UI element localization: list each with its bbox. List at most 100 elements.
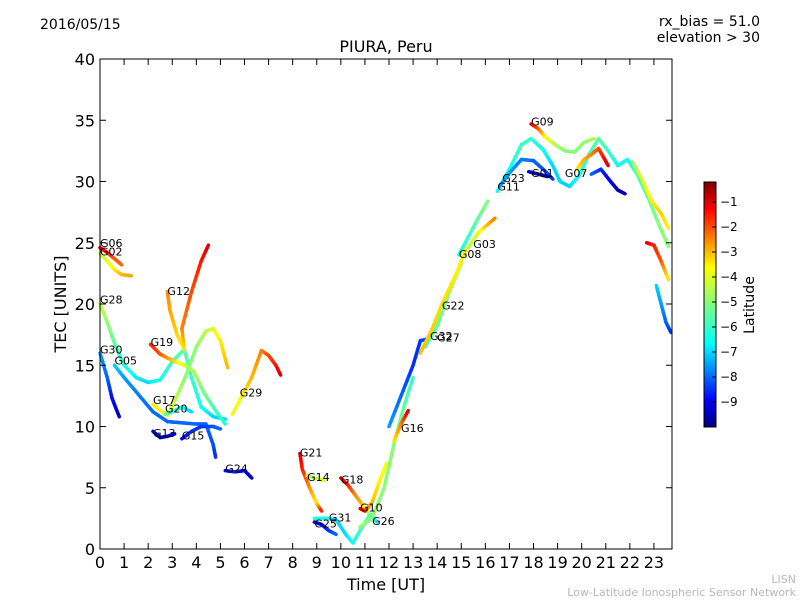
sat-label-g09: G09 [531, 116, 554, 129]
colorbar-tick-label: −9 [720, 395, 738, 409]
y-tick-label: 30 [75, 173, 95, 192]
x-tick-label: 22 [620, 553, 640, 572]
series-G20 [163, 405, 194, 416]
series-G16 [392, 408, 411, 443]
series-segment [549, 175, 555, 181]
sat-label-g20: G20 [165, 402, 188, 415]
series-segment [492, 216, 497, 222]
series-G17 [151, 326, 230, 418]
series-G12 [165, 243, 211, 352]
chart-title: PIURA, Peru [339, 37, 432, 56]
rx-bias-label: rx_bias = 51.0 [658, 14, 760, 30]
series-segment [484, 199, 490, 206]
x-tick-label: 10 [331, 553, 351, 572]
x-tick-label: 17 [499, 553, 519, 572]
x-tick-label: 14 [427, 553, 447, 572]
y-tick-label: 25 [75, 234, 95, 253]
x-tick-label: 13 [403, 553, 423, 572]
y-tick-label: 0 [85, 540, 95, 559]
x-tick-label: 1 [119, 553, 129, 572]
y-tick-label: 5 [85, 479, 95, 498]
x-tick-label: 8 [288, 553, 298, 572]
credit: LISN Low-Latitude Ionospheric Sensor Net… [567, 573, 796, 599]
colorbar-tick-label: −7 [720, 345, 738, 359]
colorbar-tick-label: −5 [720, 295, 738, 309]
series-unlabeled-31 [589, 167, 627, 196]
colorbar-tick-label: −6 [720, 320, 738, 334]
series-G19 [148, 342, 227, 426]
x-tick-label: 0 [95, 553, 105, 572]
sat-label-g03: G03 [473, 238, 496, 251]
x-tick-label: 19 [547, 553, 567, 572]
x-tick-label: 11 [355, 553, 375, 572]
credit-network: Low-Latitude Ionospheric Sensor Network [567, 586, 796, 599]
bias-info: rx_bias = 51.0 elevation > 30 [657, 14, 760, 46]
series-G29 [230, 348, 283, 416]
sat-label-g08: G08 [459, 248, 482, 261]
series-G09 [529, 122, 596, 154]
series-layer [98, 122, 673, 545]
series-segment [118, 262, 124, 267]
series-G05 [112, 363, 218, 459]
sat-label-g02: G02 [100, 246, 123, 259]
series-G25 [312, 520, 338, 537]
series-segment [188, 409, 194, 414]
series-G01 [526, 169, 550, 179]
series-segment [366, 512, 372, 520]
series-G14 [305, 473, 326, 483]
series-segment [116, 411, 122, 419]
series-G24 [223, 468, 254, 480]
series-segment [668, 328, 673, 334]
series-segment [374, 519, 379, 524]
series-segment [383, 461, 389, 469]
sat-label-g10: G10 [360, 502, 383, 515]
x-tick-label: 2 [143, 553, 153, 572]
sat-label-g05: G05 [114, 355, 137, 368]
sat-label-g26: G26 [372, 515, 395, 528]
sat-label-g18: G18 [341, 473, 364, 486]
series-segment [221, 420, 227, 426]
series-segment [333, 531, 338, 537]
sat-label-g27: G27 [437, 331, 460, 344]
series-segment [590, 136, 596, 141]
series-segment [319, 508, 324, 513]
x-tick-label: 5 [215, 553, 225, 572]
sat-label-g25: G25 [314, 518, 337, 531]
sat-label-g13: G13 [153, 427, 176, 440]
sat-label-g15: G15 [182, 429, 205, 442]
sat-label-g07: G07 [565, 167, 588, 180]
sat-label-g24: G24 [225, 462, 248, 475]
sat-label-g28: G28 [100, 293, 123, 306]
x-tick-label: 7 [263, 553, 273, 572]
series-segment [605, 162, 610, 168]
x-tick-label: 16 [475, 553, 495, 572]
x-tick-label: 3 [167, 553, 177, 572]
series-segment [205, 243, 211, 250]
x-tick-label: 23 [644, 553, 664, 572]
series-G08 [457, 199, 490, 257]
series-G23 [498, 157, 555, 189]
series-segment [665, 274, 671, 282]
colorbar-tick-label: −4 [720, 270, 738, 284]
x-axis-label: Time [UT] [346, 575, 425, 594]
series-G21 [298, 451, 324, 513]
x-tick-label: 12 [379, 553, 399, 572]
sat-label-g01: G01 [531, 167, 554, 180]
colorbar [703, 181, 717, 428]
series-unlabeled-32 [630, 160, 671, 230]
series-segment [278, 371, 283, 377]
colorbar-ticks: −1 −2 −3 −4 −5 −6 −7 −8 −9 [712, 195, 738, 409]
sat-label-g21: G21 [300, 446, 323, 459]
colorbar-tick-label: −3 [720, 245, 738, 259]
sat-label-g19: G19 [151, 336, 174, 349]
credit-lisn: LISN [771, 573, 796, 586]
sat-label-g16: G16 [401, 422, 424, 435]
series-segment [622, 191, 627, 196]
x-tick-label: 18 [523, 553, 543, 572]
series-G07 [575, 146, 610, 171]
sat-label-g11: G11 [497, 181, 520, 194]
sat-label-g06: G06 [100, 237, 123, 250]
series-segment [224, 361, 230, 370]
